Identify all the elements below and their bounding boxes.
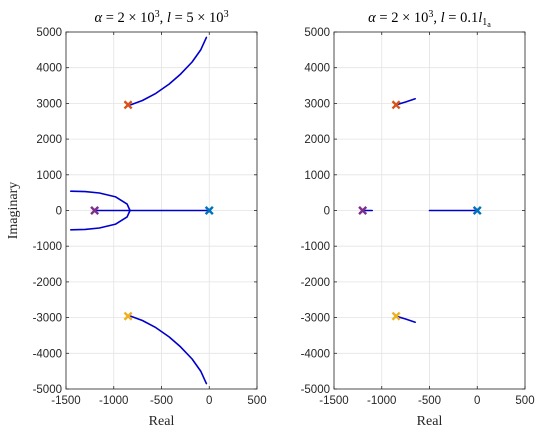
title-part: = 2 × 10 <box>102 10 155 26</box>
x-tick-label: 500 <box>247 395 266 407</box>
y-tick-label: 4000 <box>304 63 330 75</box>
title-part: 3 <box>155 9 160 20</box>
y-tick-label: -1000 <box>301 241 330 253</box>
y-tick-label: -5000 <box>301 384 330 396</box>
x-tick-label: -1000 <box>99 395 128 407</box>
x-tick-label: 500 <box>515 395 534 407</box>
pole-marker-2 <box>358 206 368 215</box>
pole-marker-2 <box>90 206 100 215</box>
x-tick-label: -1500 <box>51 395 80 407</box>
y-tick-label: -2000 <box>33 277 62 289</box>
y-tick-label: -1000 <box>33 241 62 253</box>
pole-stroke <box>391 311 401 321</box>
locus-branch-1 <box>130 315 208 385</box>
title-part: = 5 × 10 <box>171 10 224 26</box>
pole-marker-0 <box>391 100 401 110</box>
x-tick-label: -500 <box>150 395 173 407</box>
y-tick-label: 1000 <box>304 170 330 182</box>
locus-branch-5 <box>70 209 131 231</box>
y-tick-label: -5000 <box>33 384 62 396</box>
y-tick-label: -2000 <box>301 277 330 289</box>
title-part: , <box>160 10 167 26</box>
title-part: l <box>441 10 445 26</box>
y-tick-label: -4000 <box>301 348 330 360</box>
title-part: α <box>368 10 376 26</box>
pole-stroke <box>204 206 214 215</box>
title-part: , <box>433 10 440 26</box>
right-root-locus-plot: -1500 -1000 -500 0 500-5000-4000-3000-2000-1… <box>301 9 535 429</box>
x-tick-label: 0 <box>474 395 480 407</box>
y-tick-label: -3000 <box>33 313 62 325</box>
locus-branch-0 <box>130 36 208 106</box>
locus-branch-4 <box>70 190 131 212</box>
title-part: a <box>487 20 491 29</box>
pole-stroke <box>90 206 100 215</box>
x-tick-label: -1500 <box>319 395 348 407</box>
y-tick-label: 1000 <box>36 170 62 182</box>
title-part: l <box>478 10 482 26</box>
chart-title: α = 2 × 103, l = 0.1l1a <box>368 9 491 29</box>
y-tick-label: 2000 <box>304 134 330 146</box>
pole-marker-1 <box>123 311 133 321</box>
y-tick-label: 0 <box>56 206 62 218</box>
x-tick-label: -500 <box>418 395 441 407</box>
pole-marker-0 <box>123 100 133 110</box>
pole-stroke <box>358 206 368 215</box>
left-root-locus-plot: -1500 -1000 -500 0 500-5000-4000-3000-2000-1… <box>6 9 267 429</box>
y-tick-label: 0 <box>324 206 330 218</box>
x-tick-label: 0 <box>206 395 212 407</box>
y-tick-label: 5000 <box>304 27 330 39</box>
pole-marker-3 <box>204 206 214 215</box>
locus-branch-1 <box>395 315 417 324</box>
title-part: α <box>94 10 102 26</box>
title-part: 3 <box>428 9 433 20</box>
y-tick-label: 3000 <box>304 98 330 110</box>
y-tick-label: 2000 <box>36 134 62 146</box>
x-tick-label: -1000 <box>367 395 396 407</box>
pole-stroke <box>123 100 133 110</box>
pole-stroke <box>391 100 401 110</box>
y-tick-label: -4000 <box>33 348 62 360</box>
chart-title: α = 2 × 103, l = 5 × 103 <box>94 9 228 26</box>
y-tick-label: 4000 <box>36 63 62 75</box>
pole-stroke <box>472 206 482 215</box>
y-tick-label: 5000 <box>36 27 62 39</box>
pole-stroke <box>123 311 133 321</box>
y-axis-label: Imaginary <box>6 182 21 240</box>
title-part: 3 <box>224 9 229 20</box>
pole-marker-1 <box>391 311 401 321</box>
pole-marker-3 <box>472 206 482 215</box>
y-tick-label: 3000 <box>36 98 62 110</box>
y-tick-label: -3000 <box>301 313 330 325</box>
locus-branch-0 <box>395 98 417 106</box>
title-part: l <box>167 10 171 26</box>
x-axis-label: Real <box>149 414 175 429</box>
title-part: 1 <box>482 17 487 28</box>
title-part: = 2 × 10 <box>376 10 429 26</box>
x-axis-label: Real <box>417 414 443 429</box>
title-part: = 0.1 <box>445 10 479 26</box>
